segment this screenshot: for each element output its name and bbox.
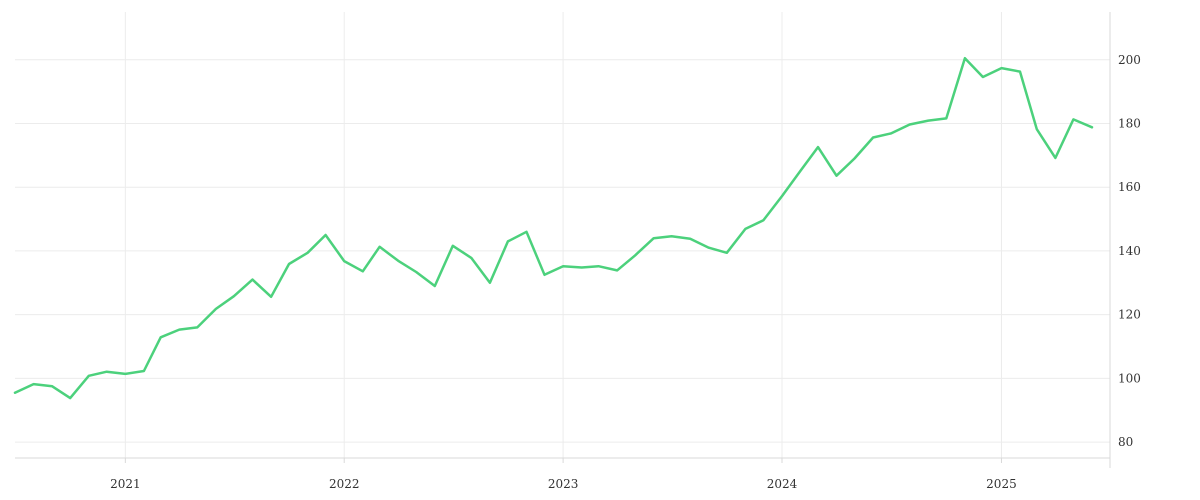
x-tick-label: 2024	[767, 477, 798, 491]
y-tick-label: 200	[1118, 53, 1141, 67]
gridlines	[15, 12, 1110, 458]
axes	[15, 12, 1111, 468]
y-tick-label: 180	[1118, 117, 1141, 131]
x-tick-label: 2022	[329, 477, 360, 491]
x-tick-label: 2021	[110, 477, 141, 491]
y-tick-label: 160	[1118, 180, 1141, 194]
y-tick-label: 80	[1118, 435, 1133, 449]
y-tick-label: 140	[1118, 244, 1141, 258]
x-tick-label: 2025	[986, 477, 1017, 491]
tick-labels: 80 100 120 140 160 180 200 2021 2022 2023 2024 2025	[110, 53, 1141, 491]
x-tick-label: 2023	[548, 477, 579, 491]
y-tick-label: 120	[1118, 308, 1141, 322]
series-layer	[13, 56, 1094, 400]
series-line	[13, 56, 1094, 400]
y-tick-label: 100	[1118, 371, 1141, 385]
